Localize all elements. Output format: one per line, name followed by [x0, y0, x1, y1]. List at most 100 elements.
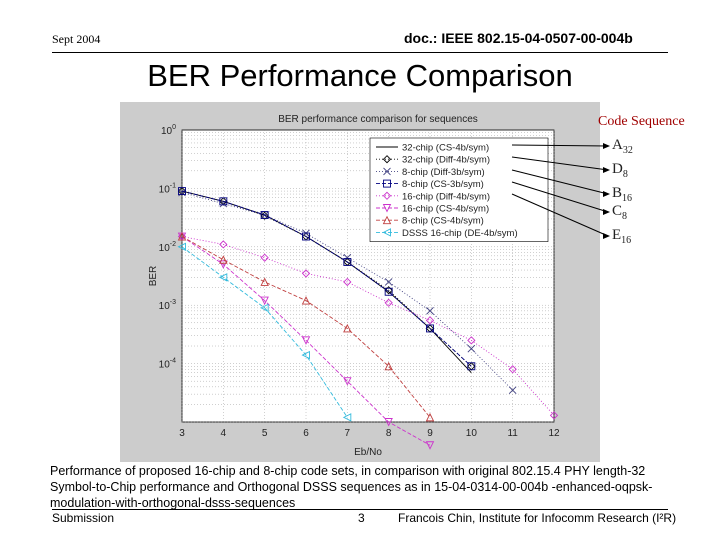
data-point [508, 386, 517, 395]
legend-marker [382, 204, 392, 213]
data-point [426, 324, 434, 333]
data-point [343, 323, 352, 333]
code-label-b: B16 [612, 185, 633, 204]
series-line [181, 192, 513, 391]
chart-title: BER performance comparison for sequences [278, 114, 478, 125]
legend-entry: 32-chip (CS-4b/sym) [402, 143, 489, 154]
data-point [219, 197, 228, 206]
legend-entry: 8-chip (CS-4b/sym) [402, 216, 484, 227]
footer-author: Francois Chin, Institute for Infocomm Re… [398, 511, 677, 525]
legend-marker [383, 179, 391, 188]
data-point [260, 303, 269, 313]
data-point [343, 277, 352, 287]
data-point [219, 255, 228, 264]
x-tick-label: 5 [262, 428, 268, 439]
x-tick-label: 12 [548, 428, 560, 439]
footer-page-number: 3 [358, 511, 365, 525]
y-tick-label: 10-3 [159, 299, 176, 312]
legend-marker [382, 228, 391, 237]
data-point [301, 269, 311, 278]
code-label-c: C8 [612, 203, 628, 222]
data-point [219, 260, 228, 269]
data-point [425, 412, 435, 422]
y-tick-label: 10-1 [159, 182, 176, 195]
data-point [508, 365, 517, 374]
data-point [384, 298, 393, 307]
legend-entry: 8-chip (CS-3b/sym) [402, 179, 484, 190]
x-tick-label: 8 [386, 428, 392, 439]
legend-marker [383, 167, 391, 176]
data-point [343, 258, 352, 266]
data-point [177, 242, 186, 252]
data-point [218, 273, 228, 282]
data-point [301, 336, 311, 345]
code-label-d: D8 [612, 161, 628, 180]
x-tick-label: 11 [507, 428, 518, 439]
code-arrow-head [603, 167, 610, 173]
header-divider [52, 52, 668, 53]
data-point [384, 286, 393, 295]
code-sequence-header: Code Sequence [598, 114, 685, 129]
data-point [425, 441, 435, 450]
data-point [260, 211, 269, 219]
x-tick-label: 10 [466, 428, 478, 439]
code-label-e: E16 [612, 227, 632, 246]
series-8 [177, 242, 352, 422]
data-point [260, 253, 269, 262]
series-line [181, 236, 555, 416]
code-label-a: A32 [612, 137, 633, 156]
data-point [549, 411, 559, 420]
data-point [384, 418, 393, 427]
data-point [384, 287, 393, 296]
legend-entry: DSSS 16-chip (DE-4b/sym) [402, 228, 518, 239]
legend-entry: 32-chip (Diff-4b/sym) [402, 155, 490, 166]
ber-chart: 3 4 5 6 7 8 9 10 11 12 100 10-1 10-2 10-3 10-4 BER perf… [148, 114, 560, 458]
series-line [181, 190, 472, 367]
legend-marker [382, 215, 392, 225]
legend-entry: 16-chip (Diff-4b/sym) [402, 191, 490, 202]
footer-divider [52, 509, 668, 510]
data-point [260, 277, 269, 286]
date-label: Sept 2004 [52, 32, 101, 46]
document-id: doc.: IEEE 802.15-04-0507-00-004b [404, 30, 633, 46]
data-point [301, 350, 310, 360]
x-tick-label: 6 [303, 428, 309, 439]
legend-entry: 8-chip (Diff-3b/sym) [402, 167, 485, 178]
data-point [219, 240, 228, 249]
data-point [467, 336, 476, 345]
series-4 [178, 187, 476, 371]
data-point [426, 307, 434, 315]
code-arrow-head [603, 191, 610, 197]
y-tick-label: 10-2 [159, 241, 176, 254]
legend-marker [382, 191, 392, 200]
code-arrow-head [603, 233, 610, 239]
data-point [467, 362, 476, 371]
data-point [425, 316, 435, 325]
series-5 [177, 232, 559, 420]
slide-title: BER Performance Comparison [147, 58, 573, 93]
series-line [181, 236, 431, 446]
data-point [384, 361, 393, 371]
y-tick-label: 10-4 [159, 358, 176, 371]
data-point [260, 296, 269, 306]
legend: 32-chip (CS-4b/sym)32-chip (Diff-4b/sym)… [369, 137, 549, 242]
data-point [302, 232, 310, 241]
figure-panel: 3 4 5 6 7 8 9 10 11 12 100 10-1 10-2 10-3 10-4 BER perf… [120, 102, 600, 462]
figure-caption: Performance of proposed 16-chip and 8-ch… [50, 464, 653, 510]
x-axis-label: Eb/No [354, 447, 382, 458]
data-point [177, 232, 187, 241]
series-7 [177, 232, 435, 422]
data-point [384, 278, 393, 286]
code-arrow-head [603, 143, 610, 149]
data-point [260, 211, 269, 220]
data-point [467, 344, 476, 353]
legend-entry: 16-chip (CS-4b/sym) [402, 204, 489, 215]
series-line [181, 246, 348, 418]
y-tick-label: 100 [161, 124, 176, 137]
data-point [342, 413, 352, 422]
y-axis-label: BER [148, 266, 159, 287]
legend-marker [382, 155, 392, 164]
x-tick-label: 9 [427, 428, 433, 439]
data-point [301, 296, 311, 305]
data-point [343, 377, 352, 386]
